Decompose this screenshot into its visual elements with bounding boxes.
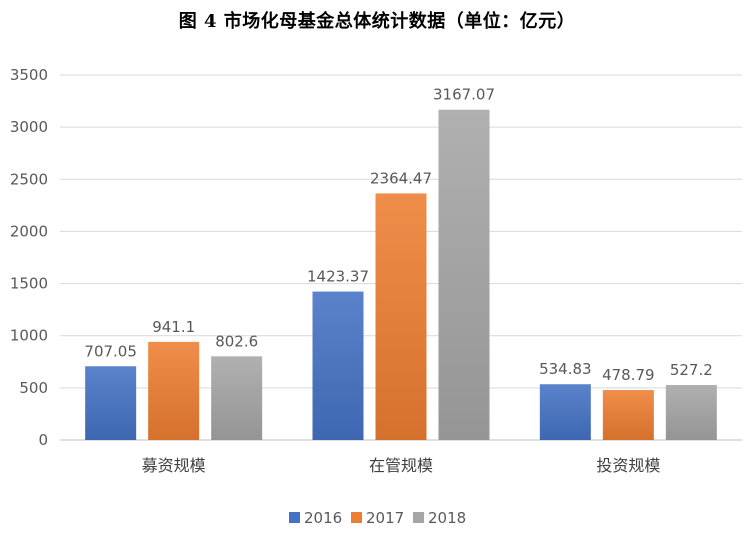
data-label: 534.83 xyxy=(539,360,592,378)
data-label: 478.79 xyxy=(602,366,655,384)
category-label: 募资规模 xyxy=(142,456,206,475)
legend: 2016 2017 2018 xyxy=(289,509,466,527)
y-tick-label: 1500 xyxy=(10,275,48,293)
legend-swatch xyxy=(289,512,300,523)
category-label: 投资规模 xyxy=(596,456,660,475)
bar xyxy=(602,390,654,440)
y-tick-label: 500 xyxy=(19,379,48,397)
bar xyxy=(211,356,263,440)
bar xyxy=(148,341,200,440)
y-axis-ticks: 0 500 1000 1500 2000 2500 3000 3500 xyxy=(10,66,48,449)
legend-swatch xyxy=(351,512,362,523)
data-label: 527.2 xyxy=(670,361,713,379)
category-label: 在管规模 xyxy=(369,456,433,475)
x-axis-categories: 募资规模 在管规模 投资规模 xyxy=(142,456,661,475)
data-labels: 707.05 941.1 802.6 1423.37 2364.47 3167.07 534… xyxy=(84,86,712,384)
bar xyxy=(85,366,137,440)
bar xyxy=(312,291,364,440)
y-tick-label: 3500 xyxy=(10,66,48,84)
y-tick-label: 1000 xyxy=(10,327,48,345)
legend-label: 2016 xyxy=(304,509,342,527)
y-tick-label: 2000 xyxy=(10,222,48,240)
bar xyxy=(539,384,591,440)
legend-label: 2018 xyxy=(428,509,466,527)
bars xyxy=(85,109,717,440)
legend-swatch xyxy=(413,512,424,523)
y-tick-label: 2500 xyxy=(10,170,48,188)
data-label: 941.1 xyxy=(152,318,195,336)
bar xyxy=(375,193,427,440)
y-tick-label: 3000 xyxy=(10,118,48,136)
data-label: 707.05 xyxy=(84,342,137,360)
data-label: 2364.47 xyxy=(370,169,432,187)
data-label: 1423.37 xyxy=(307,268,369,286)
legend-label: 2017 xyxy=(366,509,404,527)
bar xyxy=(438,109,490,440)
chart-title: 图 4 市场化母基金总体统计数据（单位：亿元） xyxy=(178,11,576,32)
bar xyxy=(665,385,717,440)
data-label: 802.6 xyxy=(215,332,258,350)
data-label: 3167.07 xyxy=(433,86,495,104)
y-tick-label: 0 xyxy=(38,431,48,449)
